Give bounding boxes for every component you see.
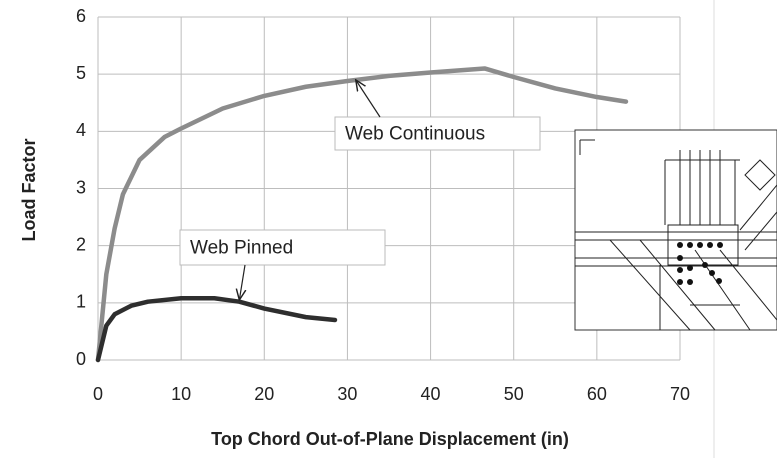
series-line: [95, 296, 338, 363]
y-tick-label: 6: [76, 6, 86, 26]
x-tick-label: 40: [421, 384, 441, 404]
y-tick-label: 4: [76, 120, 86, 140]
y-tick-label: 0: [76, 349, 86, 369]
series-line: [95, 66, 629, 363]
y-tick-label: 2: [76, 234, 86, 254]
inset-drawing: [574, 129, 777, 331]
x-tick-label: 0: [93, 384, 103, 404]
y-tick-label: 5: [76, 63, 86, 83]
x-tick-label: 10: [171, 384, 191, 404]
x-tick-label: 70: [670, 384, 690, 404]
x-tick-label: 30: [337, 384, 357, 404]
annotation-arrow: [239, 264, 245, 300]
x-axis-title: Top Chord Out-of-Plane Displacement (in): [211, 429, 569, 449]
y-axis-title: Load Factor: [19, 138, 39, 241]
annotation: Web Pinned: [190, 238, 293, 259]
x-tick-label: 60: [587, 384, 607, 404]
annotation-box: [334, 116, 541, 151]
annotation-arrow: [356, 80, 381, 118]
y-tick-label: 1: [76, 292, 86, 312]
annotation-box: [179, 229, 386, 266]
x-tick-label: 50: [504, 384, 524, 404]
x-tick-label: 20: [254, 384, 274, 404]
annotation: Web Continuous: [345, 124, 485, 145]
y-tick-label: 3: [76, 177, 86, 197]
